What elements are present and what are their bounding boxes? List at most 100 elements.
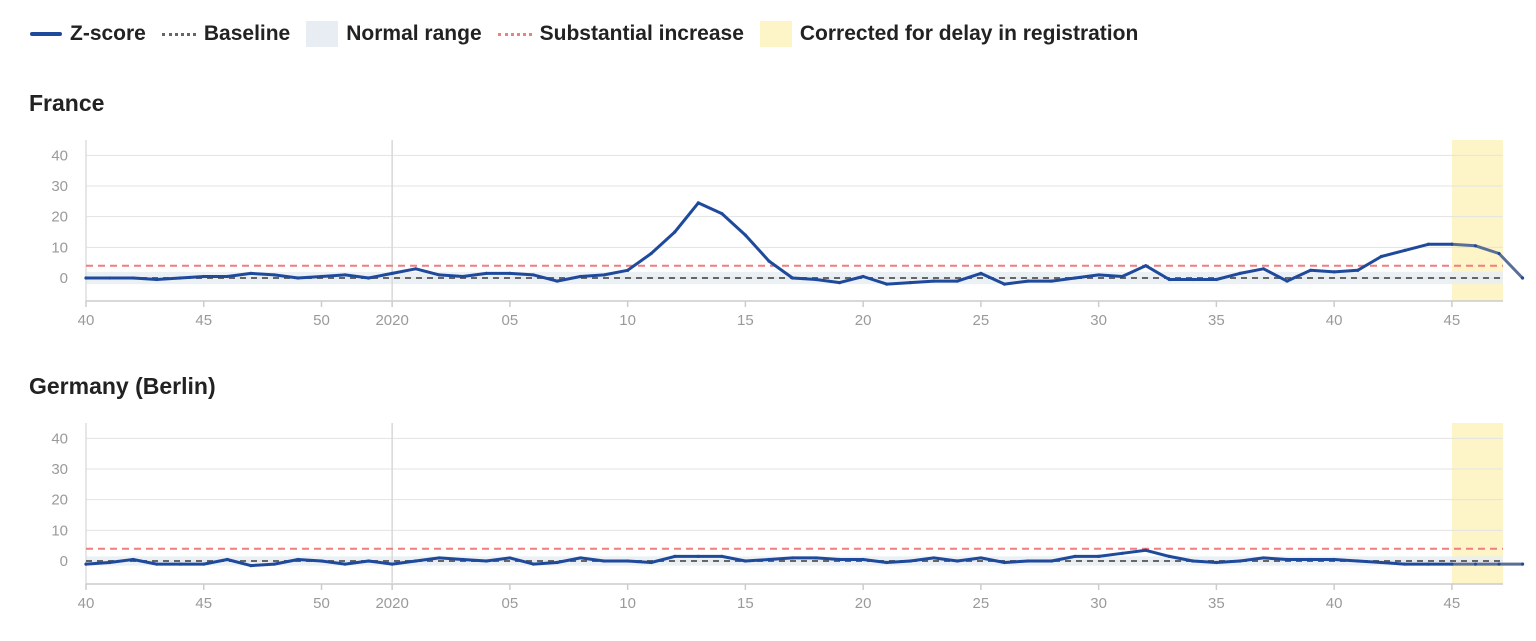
z-score-point [1520, 276, 1525, 280]
z-score-point [1049, 559, 1054, 563]
z-score-point [1167, 554, 1171, 558]
z-score-point [555, 279, 559, 283]
z-score-point [1426, 242, 1430, 246]
z-score-point [790, 556, 795, 560]
y-tick-label: 40 [51, 147, 68, 164]
z-score-point [1120, 551, 1124, 555]
z-score-point [696, 554, 700, 558]
x-tick-label: 45 [1444, 312, 1461, 329]
z-score-point [838, 281, 842, 285]
z-score-point [1520, 562, 1525, 566]
legend-swatch [161, 32, 196, 36]
z-score-point [1144, 264, 1148, 268]
z-score-point [1167, 277, 1171, 282]
z-score-point [720, 554, 724, 558]
legend-label: Normal range [346, 22, 482, 45]
x-tick-label: 40 [78, 312, 95, 329]
z-score-point [1309, 268, 1313, 272]
x-tick-label: 45 [195, 312, 212, 329]
legend-item-corrected-for-delay-in-registration: Corrected for delay in registration [759, 21, 1139, 47]
z-score-point [1049, 279, 1054, 283]
z-score-point [131, 276, 135, 280]
z-score-point [696, 201, 700, 205]
z-score-point [131, 557, 135, 562]
z-score-point [107, 560, 112, 565]
legend-swatch [30, 32, 62, 36]
z-score-point [84, 276, 88, 280]
z-score-point [202, 562, 206, 566]
legend-item-normal-range: Normal range [306, 21, 482, 47]
z-score-point [979, 556, 983, 560]
z-score-point [343, 562, 347, 566]
y-tick-label: 30 [51, 461, 68, 478]
z-score-point [390, 562, 394, 566]
z-score-point [484, 559, 488, 563]
z-score-point [767, 259, 771, 263]
z-score-point [814, 556, 818, 560]
z-score-point [1309, 557, 1313, 562]
legend-swatch [306, 21, 339, 47]
germany-chart: 0 10 20 30 40 40 45 50 2020 05 10 15 20 25 30 35 40 45 [51, 423, 1525, 612]
z-score-point [838, 557, 842, 562]
legend: Z-score Baseline Normal range Substantial i… [30, 18, 1138, 50]
y-tick-label: 20 [51, 209, 68, 226]
z-score-point [814, 277, 818, 282]
z-score-point [249, 564, 253, 568]
x-tick-label: 15 [737, 312, 754, 329]
z-score-point [390, 271, 394, 275]
z-score-point [720, 212, 724, 216]
z-score-point [1356, 268, 1360, 272]
z-score-point [508, 271, 512, 275]
y-tick-label: 20 [51, 492, 68, 509]
legend-item-substantial-increase: Substantial increase [497, 22, 744, 46]
z-score-point [249, 271, 253, 275]
z-score-point [626, 268, 630, 272]
z-score-point [178, 276, 182, 280]
z-score-point [955, 559, 959, 563]
z-score-point [1073, 276, 1077, 280]
z-score-point [1073, 554, 1077, 558]
legend-swatch [497, 32, 532, 36]
z-score-point [1097, 554, 1101, 558]
z-score-point [743, 233, 748, 237]
x-tick-label: 20 [855, 312, 872, 329]
z-score-point [437, 273, 441, 277]
legend-item-baseline: Baseline [161, 22, 291, 46]
z-score-point [531, 273, 536, 277]
z-score-point [578, 556, 583, 560]
z-score-point [649, 251, 653, 256]
z-score-point [1120, 274, 1124, 279]
z-score-point [1426, 562, 1430, 566]
z-score-point [1473, 562, 1478, 566]
z-score-point [367, 276, 371, 280]
z-score-point [602, 559, 606, 563]
z-score-point [602, 273, 606, 277]
z-score-point [743, 559, 748, 563]
z-score-point [272, 562, 276, 566]
legend-label: Corrected for delay in registration [799, 22, 1139, 45]
z-score-point [1144, 548, 1148, 552]
legend-item-z-score: Z-score [30, 22, 146, 46]
x-tick-label: 45 [1444, 595, 1461, 612]
z-score-point [461, 274, 465, 279]
y-tick-label: 0 [60, 553, 68, 570]
z-score-point [1002, 560, 1007, 565]
plot-area: 0 10 20 30 40 40 45 50 2020 05 10 15 20 25 30 35 40 45 [51, 140, 1525, 329]
z-score-point [296, 276, 300, 280]
x-tick-label: 50 [313, 595, 330, 612]
z-score-point [155, 562, 159, 566]
z-score-point [414, 559, 418, 563]
z-score-point [908, 281, 912, 285]
z-score-point [955, 279, 959, 283]
z-score-point [461, 557, 465, 562]
legend-label: Baseline [203, 22, 291, 45]
z-score-point [1285, 557, 1289, 562]
z-score-point [1403, 248, 1407, 252]
z-score-point [908, 559, 912, 563]
z-score-point [673, 230, 677, 234]
x-tick-label: 05 [502, 312, 519, 329]
plot-area: 0 10 20 30 40 40 45 50 2020 05 10 15 20 25 30 35 40 45 [51, 423, 1525, 612]
z-score-point [1497, 562, 1501, 566]
z-score-point [84, 562, 88, 566]
france-chart: 0 10 20 30 40 40 45 50 2020 05 10 15 20 25 30 35 40 45 [51, 140, 1525, 329]
